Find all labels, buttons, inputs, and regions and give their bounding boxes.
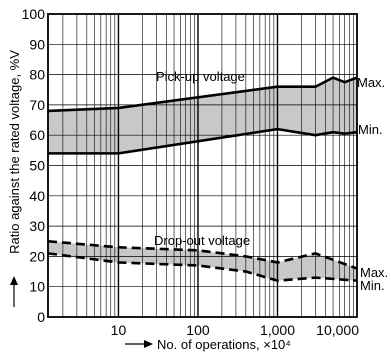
bands xyxy=(48,77,357,281)
pickup-min-line xyxy=(48,127,358,155)
dropout-max-label: Max. xyxy=(360,265,388,280)
pickup-max-label: Max. xyxy=(357,75,385,90)
y-tick-label: 50 xyxy=(29,158,45,174)
x-tick-label: 10 xyxy=(111,322,127,338)
dropout-max-line xyxy=(47,239,358,270)
y-tick-label: 90 xyxy=(29,36,45,52)
y-tick-label: 20 xyxy=(29,248,45,264)
grid-lines xyxy=(48,14,357,317)
y-tick-label: 40 xyxy=(29,188,45,204)
x-axis-arrowhead xyxy=(144,340,153,348)
x-tick-label: 100 xyxy=(186,322,210,338)
y-axis-title: Ratio against the rated voltage, %V xyxy=(7,50,22,254)
y-tick-label: 0 xyxy=(37,309,45,325)
y-tick-label: 30 xyxy=(29,218,45,234)
plot-frame xyxy=(47,13,358,318)
dropout-band xyxy=(48,241,357,281)
x-tick-labels: 10 100 1,000 10,000 xyxy=(111,322,360,338)
x-axis-title: No. of operations, ×10⁴ xyxy=(157,337,291,352)
x-tick-label: 1,000 xyxy=(260,322,295,338)
pickup-band xyxy=(48,77,357,154)
y-tick-label: 10 xyxy=(29,279,45,295)
dropout-min-label: Min. xyxy=(360,278,385,293)
y-tick-label: 100 xyxy=(22,6,46,22)
y-tick-label: 80 xyxy=(29,67,45,83)
x-tick-label: 10,000 xyxy=(316,322,359,338)
dropout-min-line xyxy=(47,252,358,282)
y-tick-labels: 0 10 20 30 40 50 60 70 80 90 100 xyxy=(22,6,46,325)
curves xyxy=(47,76,358,282)
y-axis-arrowhead xyxy=(10,276,18,285)
pickup-min-label: Min. xyxy=(358,122,383,137)
pickup-label: Pick-up voltage xyxy=(156,69,245,84)
y-tick-label: 60 xyxy=(29,127,45,143)
dropout-label: Drop-out voltage xyxy=(154,233,250,248)
pickup-max-line xyxy=(47,76,358,113)
y-tick-label: 70 xyxy=(29,97,45,113)
